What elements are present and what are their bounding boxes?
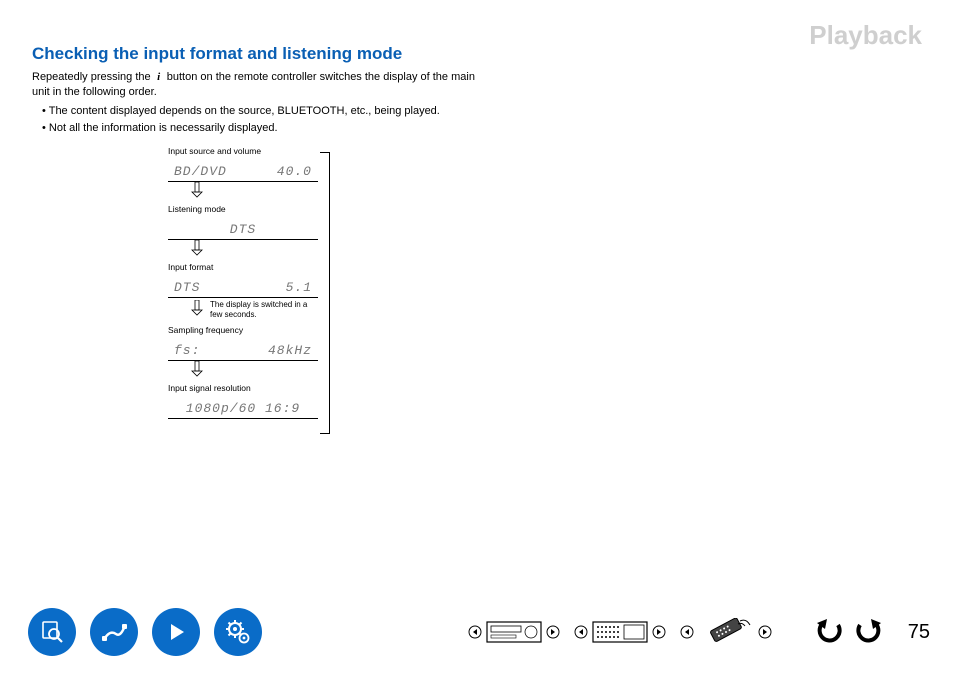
arrow-down-icon	[168, 182, 348, 198]
note-item: Not all the information is necessarily d…	[42, 121, 482, 136]
intro-text: Repeatedly pressing the i button on the …	[32, 70, 482, 100]
nav-search-button[interactable]	[28, 608, 76, 656]
arrow-down-icon	[168, 240, 348, 256]
arrow-down-icon	[168, 300, 204, 316]
device-rear-icon[interactable]	[592, 618, 648, 646]
lcd-fs-value: 48kHz	[268, 343, 312, 358]
nav-settings-button[interactable]	[214, 608, 262, 656]
lcd-row-1: BD/DVD 40.0	[168, 158, 318, 182]
next-icon[interactable]	[546, 625, 560, 639]
back-button[interactable]	[814, 618, 844, 646]
lcd-mode: DTS	[230, 222, 256, 237]
nav-playback-button[interactable]	[152, 608, 200, 656]
prev-icon[interactable]	[680, 625, 694, 639]
nav-connections-button[interactable]	[90, 608, 138, 656]
remote-icon[interactable]	[698, 618, 754, 646]
section-nav	[28, 608, 262, 656]
device-front-icon[interactable]	[486, 618, 542, 646]
play-icon	[164, 620, 188, 644]
prev-icon[interactable]	[574, 625, 588, 639]
device-nav	[468, 618, 772, 646]
display-cycle-diagram: Input source and volume BD/DVD 40.0 List…	[168, 140, 348, 419]
gear-icon	[224, 618, 252, 646]
device-front-group	[468, 618, 560, 646]
info-icon: i	[154, 70, 164, 80]
notes-list: The content displayed depends on the sou…	[32, 104, 482, 136]
history-nav	[814, 618, 884, 646]
next-icon[interactable]	[652, 625, 666, 639]
device-remote-group	[680, 618, 772, 646]
manual-search-icon	[39, 619, 65, 645]
section-watermark: Playback	[809, 20, 922, 51]
arrow-down-icon	[168, 361, 348, 377]
intro-pre: Repeatedly pressing the	[32, 71, 151, 83]
note-item: The content displayed depends on the sou…	[42, 104, 482, 119]
lcd-row-5: 1080p/60 16:9	[168, 395, 318, 419]
footer-nav: 75	[0, 602, 954, 662]
lcd-resolution: 1080p/60 16:9	[186, 401, 300, 416]
lcd-volume: 40.0	[277, 164, 312, 179]
lcd-row-2: DTS	[168, 216, 318, 240]
prev-icon[interactable]	[468, 625, 482, 639]
switch-note: The display is switched in a few seconds…	[210, 300, 320, 319]
page-number: 75	[908, 621, 930, 644]
lcd-row-3: DTS 5.1	[168, 274, 318, 298]
lcd-format: DTS	[174, 280, 200, 295]
lcd-fs-label: fs:	[174, 343, 200, 358]
forward-button[interactable]	[854, 618, 884, 646]
next-icon[interactable]	[758, 625, 772, 639]
lcd-row-4: fs: 48kHz	[168, 337, 318, 361]
cable-icon	[100, 618, 128, 646]
lcd-channels: 5.1	[286, 280, 312, 295]
page-title: Checking the input format and listening …	[32, 44, 482, 64]
main-content: Checking the input format and listening …	[32, 44, 482, 137]
device-rear-group	[574, 618, 666, 646]
lcd-source: BD/DVD	[174, 164, 227, 179]
